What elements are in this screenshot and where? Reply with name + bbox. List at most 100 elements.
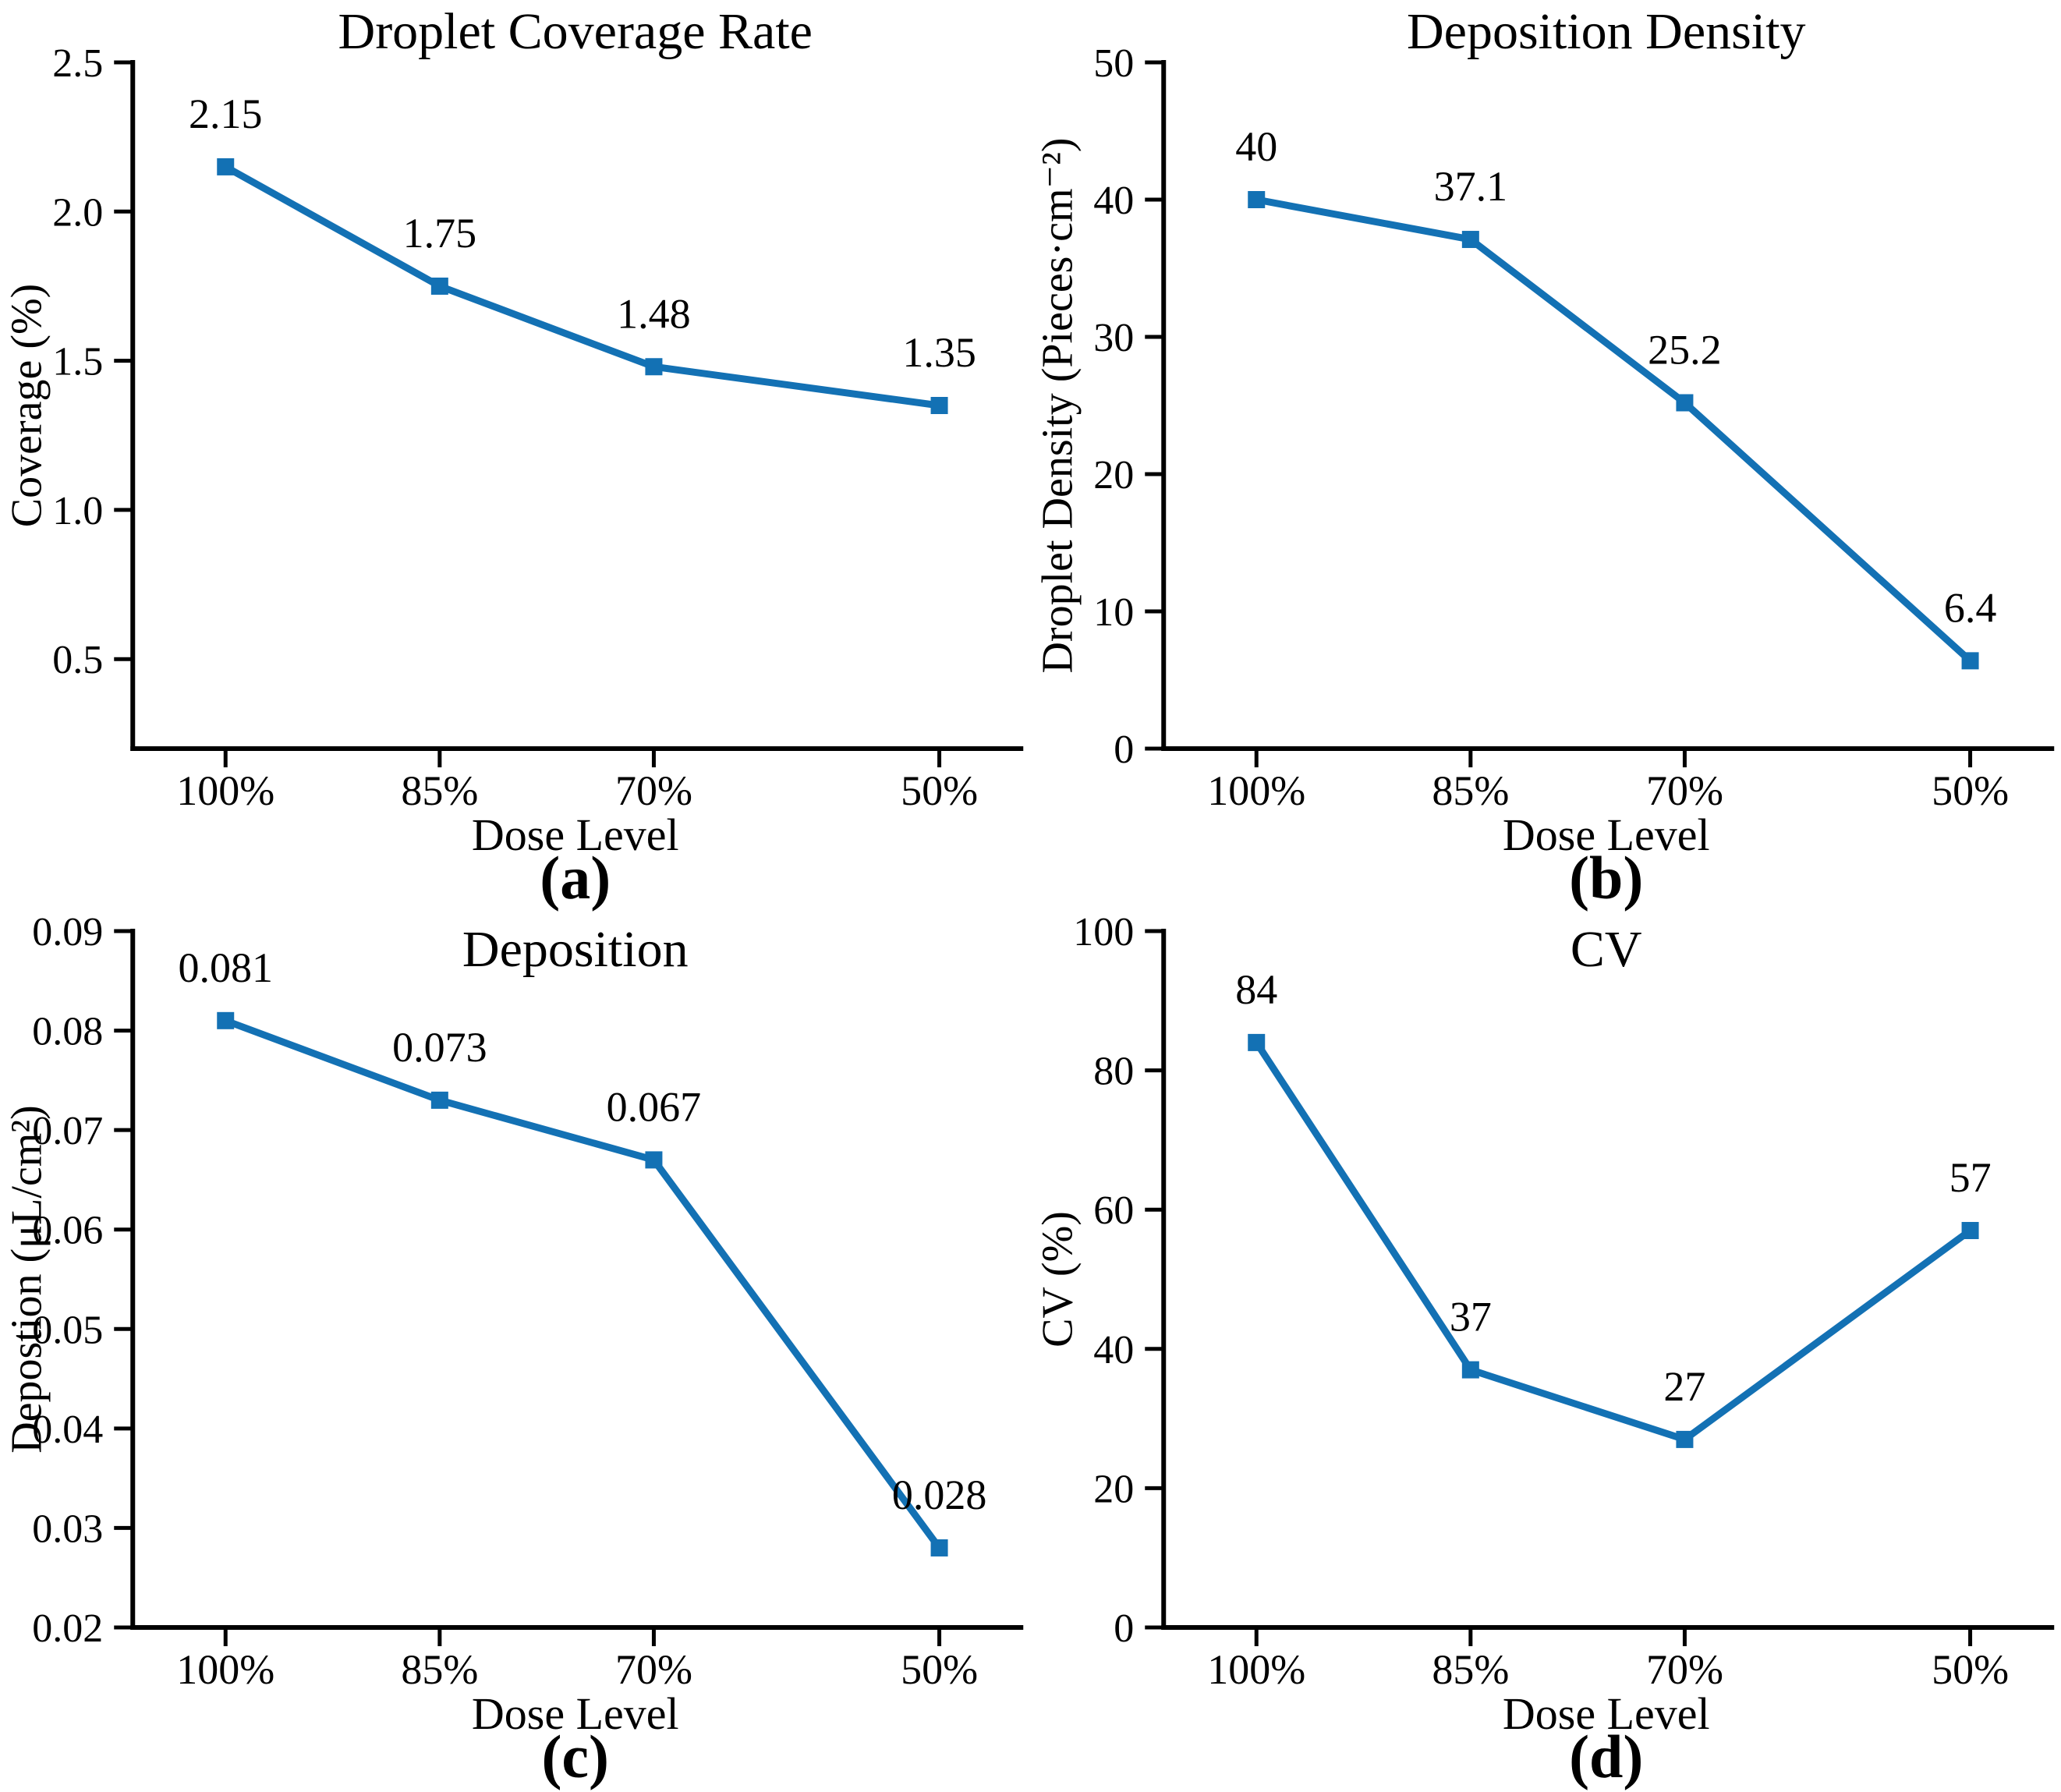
chart-b-canvas: 0 10 20 30 40 50 100% 85% 70% 50% 40 37.1 25.2 6.4 Dep… <box>1033 3 2054 912</box>
chart-title-c: Deposition <box>462 921 689 978</box>
x-tick-label-b: 70% <box>1645 767 1723 814</box>
data-marker-d <box>1961 1221 1979 1239</box>
y-tick-label-a: 2.5 <box>52 41 103 86</box>
x-tick-label-a: 85% <box>401 767 478 814</box>
data-marker-d <box>1675 1430 1693 1448</box>
y-tick-label-d: 20 <box>1093 1467 1134 1511</box>
x-tick-label-d: 100% <box>1207 1646 1305 1693</box>
y-tick-label-c: 0.05 <box>32 1308 103 1352</box>
data-marker-d <box>1461 1361 1479 1379</box>
y-tick-label-d: 60 <box>1093 1188 1134 1233</box>
series-line-c <box>224 1017 943 1550</box>
x-tick-label-b: 50% <box>1932 767 2009 814</box>
x-tick-label-c: 50% <box>901 1646 978 1693</box>
data-marker-c <box>930 1539 948 1556</box>
y-tick-label-d: 0 <box>1114 1606 1134 1651</box>
series-line-b <box>1255 196 1973 664</box>
chart-c-canvas: 0.02 0.03 0.04 0.05 0.06 0.07 0.08 0.09 100% 85% 7… <box>2 910 1024 1790</box>
data-label-d: 27 <box>1663 1363 1705 1410</box>
chart-d-canvas: 0 20 40 60 80 100 100% 85% 70% 50% 84 37 27 57 CV CV (%… <box>1033 910 2054 1790</box>
y-tick-label-a: 1.5 <box>52 340 103 384</box>
y-tick-label-b: 50 <box>1093 41 1134 86</box>
x-tick-label-b: 100% <box>1207 767 1305 814</box>
y-tick-label-b: 0 <box>1114 728 1134 772</box>
y-tick-label-c: 0.02 <box>32 1606 103 1651</box>
y-tick-label-c: 0.09 <box>32 910 103 954</box>
data-label-d: 84 <box>1235 966 1277 1013</box>
x-tick-label-a: 70% <box>615 767 692 814</box>
data-label-a: 2.15 <box>189 90 263 137</box>
y-tick-label-c: 0.03 <box>32 1507 103 1551</box>
x-axis-label-a: Dose Level <box>472 809 679 860</box>
data-marker-b <box>1961 652 1979 670</box>
y-axis-label-b: Droplet Density (Pieces·cm⁻²) <box>1033 137 1082 673</box>
y-axis-label-c: Depostion (μL/cm²) <box>2 1105 51 1454</box>
x-axis-label-c: Dose Level <box>472 1688 679 1739</box>
data-marker-b <box>1461 231 1479 249</box>
panel-caption-a: (a) <box>540 844 611 912</box>
series-line-a <box>224 163 940 409</box>
y-tick-label-a: 0.5 <box>52 638 103 682</box>
data-label-a: 1.48 <box>617 290 691 337</box>
x-tick-label-c: 85% <box>401 1646 478 1693</box>
y-tick-label-d: 80 <box>1093 1050 1134 1094</box>
y-tick-label-b: 20 <box>1093 453 1134 498</box>
y-tick-label-a: 1.0 <box>52 489 103 533</box>
data-marker-a <box>645 358 663 376</box>
data-marker-a <box>430 277 448 295</box>
y-axis-label-a: Coverage (%) <box>2 284 51 528</box>
data-label-c: 0.073 <box>392 1024 487 1071</box>
data-marker-c <box>217 1011 235 1029</box>
data-label-b: 25.2 <box>1648 326 1722 373</box>
series-line-d <box>1252 1040 1972 1443</box>
data-marker-a <box>930 397 948 414</box>
y-tick-label-d: 40 <box>1093 1328 1134 1372</box>
panel-caption-c: (c) <box>541 1723 609 1790</box>
y-tick-label-d: 100 <box>1073 910 1134 954</box>
x-tick-label-d: 50% <box>1932 1646 2009 1693</box>
x-tick-label-d: 70% <box>1645 1646 1723 1693</box>
x-axis-label-b: Dose Level <box>1502 809 1709 860</box>
x-tick-label-d: 85% <box>1432 1646 1509 1693</box>
y-tick-label-a: 2.0 <box>52 190 103 235</box>
y-tick-label-b: 30 <box>1093 316 1134 360</box>
data-label-c: 0.067 <box>607 1083 702 1130</box>
data-label-d: 37 <box>1449 1294 1491 1340</box>
subplot-c: 0.02 0.03 0.04 0.05 0.06 0.07 0.08 0.09 100% 85% 7… <box>0 896 1031 1792</box>
y-axis-label-d: CV (%) <box>1033 1211 1082 1348</box>
x-axis-label-d: Dose Level <box>1502 1688 1709 1739</box>
subplot-a: 0.5 1.0 1.5 2.0 2.5 100% 85% 70% 50% 2.15 1.75 1.48… <box>0 0 1031 912</box>
data-marker-d <box>1247 1033 1265 1051</box>
y-tick-label-c: 0.04 <box>32 1408 103 1452</box>
data-marker-b <box>1675 394 1693 412</box>
chart-title-a: Droplet Coverage Rate <box>338 3 813 60</box>
panel-caption-b: (b) <box>1569 844 1643 912</box>
data-marker-b <box>1247 191 1265 208</box>
subplot-b: 0 10 20 30 40 50 100% 85% 70% 50% 40 37.1 25.2 6.4 Dep… <box>1031 0 2061 912</box>
x-tick-label-c: 70% <box>615 1646 692 1693</box>
chart-title-d: CV <box>1570 921 1641 978</box>
x-tick-label-c: 100% <box>176 1646 274 1693</box>
data-label-b: 40 <box>1235 123 1277 170</box>
chart-title-b: Deposition Density <box>1407 3 1805 60</box>
y-tick-label-c: 0.08 <box>32 1010 103 1054</box>
y-tick-label-c: 0.06 <box>32 1209 103 1253</box>
data-label-a: 1.75 <box>403 210 477 257</box>
data-label-c: 0.081 <box>178 944 273 991</box>
data-label-c: 0.028 <box>892 1471 987 1518</box>
x-tick-label-b: 85% <box>1432 767 1509 814</box>
data-label-b: 37.1 <box>1433 163 1507 210</box>
x-tick-label-a: 100% <box>176 767 274 814</box>
data-label-b: 6.4 <box>1943 584 1996 631</box>
data-label-d: 57 <box>1949 1154 1991 1201</box>
y-tick-label-b: 40 <box>1093 179 1134 223</box>
data-marker-c <box>645 1151 663 1169</box>
x-tick-label-a: 50% <box>901 767 978 814</box>
panel-caption-d: (d) <box>1569 1723 1643 1790</box>
data-label-a: 1.35 <box>902 329 976 376</box>
subplot-d: 0 20 40 60 80 100 100% 85% 70% 50% 84 37 27 57 CV CV (%… <box>1031 896 2061 1792</box>
y-tick-label-c: 0.07 <box>32 1109 103 1153</box>
y-tick-label-b: 10 <box>1093 590 1134 635</box>
data-marker-c <box>430 1091 448 1109</box>
